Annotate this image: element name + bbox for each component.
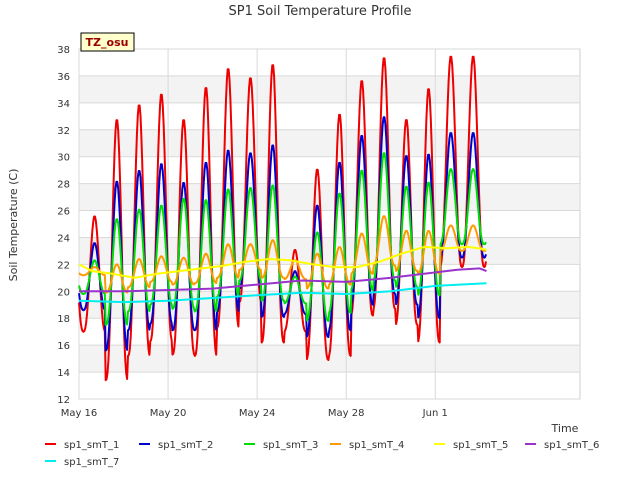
x-tick-labels: May 16 May 20 May 24 May 28 Jun 1 (61, 408, 448, 419)
legend-label: sp1_smT_6 (544, 440, 599, 451)
legend-label: sp1_smT_1 (64, 440, 119, 451)
y-tick-label: 18 (57, 314, 70, 325)
legend-label: sp1_smT_5 (453, 440, 508, 451)
y-tick-label: 14 (57, 368, 70, 379)
series-lines (78, 55, 487, 382)
y-tick-label: 32 (57, 126, 70, 137)
x-axis-label: Time (551, 422, 579, 435)
y-tick-labels: 12 14 16 18 20 22 24 26 28 30 32 34 36 38 (57, 45, 70, 406)
y-tick-label: 16 (57, 341, 70, 352)
chart-title: SP1 Soil Temperature Profile (229, 4, 412, 19)
tz-badge-label: TZ_osu (86, 36, 129, 49)
y-tick-label: 30 (57, 153, 70, 164)
legend-label: sp1_smT_3 (263, 440, 318, 451)
x-tick-label: May 20 (150, 408, 187, 419)
series-line-sp1_smT_5 (78, 245, 487, 279)
series-line-sp1_smT_4 (78, 215, 487, 294)
y-tick-label: 36 (57, 72, 70, 83)
legend-label: sp1_smT_2 (158, 440, 213, 451)
series-line-sp1_smT_2 (78, 116, 487, 352)
y-tick-label: 34 (57, 99, 70, 110)
legend: sp1_smT_1 sp1_smT_2 sp1_smT_3 sp1_smT_4 sp1_… (45, 440, 599, 468)
series-line-sp1_smT_3 (78, 152, 487, 326)
x-tick-label: Jun 1 (422, 408, 448, 419)
x-tick-label: May 28 (328, 408, 365, 419)
y-tick-label: 20 (57, 287, 70, 298)
y-tick-label: 26 (57, 207, 70, 218)
series-line-sp1_smT_7 (78, 282, 487, 304)
legend-label: sp1_smT_7 (64, 457, 119, 468)
x-tick-label: May 16 (61, 408, 98, 419)
y-tick-label: 38 (57, 45, 70, 56)
y-tick-label: 28 (57, 180, 70, 191)
series-line-sp1_smT_1 (78, 55, 487, 382)
y-tick-label: 12 (57, 395, 70, 406)
plot-background (78, 48, 581, 400)
y-tick-label: 24 (57, 233, 70, 244)
y-axis-label: Soil Temperature (C) (7, 169, 20, 282)
tz-badge: TZ_osu (80, 32, 135, 52)
grid-band (79, 75, 580, 103)
tz-badge-box (80, 32, 135, 52)
grid-band (79, 183, 580, 211)
y-tick-label: 22 (57, 260, 70, 271)
legend-label: sp1_smT_4 (349, 440, 404, 451)
grid-band (79, 237, 580, 265)
x-tick-label: May 24 (239, 408, 276, 419)
grid-band (79, 129, 580, 157)
series-line-sp1_smT_6 (79, 267, 487, 293)
